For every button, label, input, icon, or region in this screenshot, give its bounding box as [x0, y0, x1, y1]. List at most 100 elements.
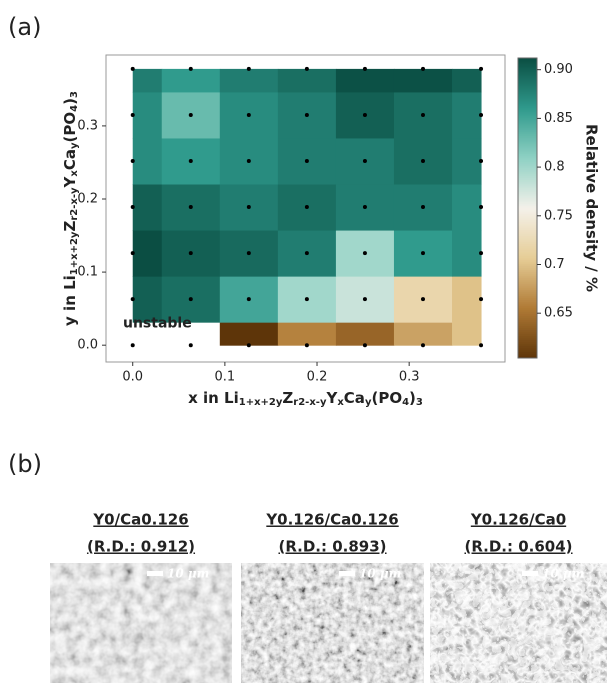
annotation: unstable — [123, 315, 192, 331]
label-part: (PO — [61, 112, 79, 143]
y-tick-label: 0.3 — [77, 118, 98, 133]
sample-point — [363, 159, 367, 163]
sample-point — [305, 67, 309, 71]
colorbar-tick-label: 0.8 — [544, 160, 565, 175]
subscript: 3 — [69, 91, 80, 98]
panel-label: (b) — [8, 450, 42, 478]
scale-bar — [522, 571, 538, 576]
sample-point — [421, 205, 425, 209]
label-part: Ca — [61, 149, 79, 170]
label-part: Z — [61, 221, 79, 232]
micrographs: Y0/Ca0.126 (R.D.: 0.912) 10 μm Y0.126/Ca0.1… — [50, 511, 607, 684]
colorbar-tick-label: 0.7 — [544, 257, 565, 272]
x-tick-label: 0.1 — [215, 370, 236, 385]
label-part: (PO — [371, 389, 402, 407]
panel-label: (a) — [8, 13, 41, 41]
heat-cell — [452, 276, 482, 323]
heat-cell — [394, 322, 453, 346]
heat-cell — [162, 69, 221, 93]
heat-cell — [452, 138, 482, 185]
label-part: x in Li — [188, 389, 239, 407]
sample-point — [247, 113, 251, 117]
heat-cell — [278, 322, 337, 346]
sample-point — [189, 297, 193, 301]
y-tick-label: 0.0 — [77, 338, 98, 353]
xlabel-axis-label: x in Li1+x+2yZr2-x-yYxCay(PO4)3 — [188, 389, 423, 409]
colorbar-tick-label: 0.85 — [544, 111, 573, 126]
heatmap: unstable0.00.10.20.30.00.10.20.3x in Li1… — [61, 55, 601, 408]
micrograph-title: Y0.126/Ca0 — [470, 511, 566, 529]
sample-point — [479, 205, 483, 209]
micrograph-subtitle: (R.D.: 0.893) — [278, 538, 386, 556]
sample-point — [247, 251, 251, 255]
heat-cell — [452, 322, 482, 346]
ylabel-axis-label: y in Li1+x+2yZr2-x-yYxCay(PO4)3 — [61, 91, 81, 326]
sample-point — [479, 67, 483, 71]
sample-point — [305, 343, 309, 347]
figure: (a) (b) unstable0.00.10.20.30.00.10.20.3… — [0, 0, 607, 683]
micrograph-subtitle: (R.D.: 0.912) — [87, 538, 195, 556]
sample-point — [247, 343, 251, 347]
sample-point — [479, 251, 483, 255]
heat-cell — [133, 92, 163, 139]
sample-point — [131, 297, 135, 301]
sample-point — [131, 113, 135, 117]
page: (a) (b) unstable0.00.10.20.30.00.10.20.3… — [0, 0, 607, 683]
label-part: ) — [61, 98, 79, 105]
sample-point — [421, 67, 425, 71]
sample-point — [189, 343, 193, 347]
scale-label: 10 μm — [542, 567, 584, 581]
sample-point — [421, 251, 425, 255]
sample-point — [363, 205, 367, 209]
micrograph-title: Y0/Ca0.126 — [92, 511, 188, 529]
subscript: 4 — [402, 397, 409, 408]
sample-point — [363, 343, 367, 347]
heat-cell — [452, 92, 482, 139]
micrograph-title: Y0.126/Ca0.126 — [265, 511, 398, 529]
sample-point — [363, 67, 367, 71]
sample-point — [131, 251, 135, 255]
sample-point — [189, 159, 193, 163]
subscript: r2-x-y — [69, 187, 80, 221]
heat-cell — [452, 69, 482, 93]
subscript: r2-x-y — [293, 397, 327, 408]
scale-label: 10 μm — [359, 567, 401, 581]
sample-point — [189, 205, 193, 209]
sample-point — [479, 113, 483, 117]
sample-point — [363, 251, 367, 255]
micrograph-subtitle: (R.D.: 0.604) — [464, 538, 572, 556]
sample-point — [421, 113, 425, 117]
x-tick-label: 0.2 — [307, 370, 328, 385]
scale-bar — [339, 571, 355, 576]
sample-point — [421, 297, 425, 301]
sample-point — [479, 297, 483, 301]
colorbar-label: Relative density / % — [583, 124, 601, 292]
heat-cell — [220, 69, 279, 93]
x-tick-label: 0.0 — [122, 370, 143, 385]
y-tick-label: 0.1 — [77, 265, 98, 280]
heat-cell — [278, 69, 337, 93]
sample-point — [305, 251, 309, 255]
heat-cell — [133, 138, 163, 185]
label-part: y in Li — [61, 275, 79, 326]
label-part: ) — [409, 389, 416, 407]
x-tick-label: 0.3 — [399, 370, 420, 385]
heat-cell — [133, 69, 163, 93]
heat-cell — [394, 69, 453, 93]
heat-cell — [452, 184, 482, 231]
heat-cell — [133, 230, 163, 277]
sem-image — [430, 563, 607, 683]
heat-cell — [452, 230, 482, 277]
sample-point — [305, 159, 309, 163]
subscript: 1+x+2y — [69, 231, 80, 275]
label-part: Z — [282, 389, 293, 407]
colorbar-tick-label: 0.65 — [544, 306, 573, 321]
heat-cell — [336, 69, 395, 93]
scale-label: 10 μm — [167, 567, 209, 581]
sample-point — [131, 159, 135, 163]
sample-point — [247, 297, 251, 301]
subscript: 4 — [69, 105, 80, 112]
label-part: Ca — [344, 389, 365, 407]
sample-point — [479, 159, 483, 163]
sample-point — [247, 205, 251, 209]
